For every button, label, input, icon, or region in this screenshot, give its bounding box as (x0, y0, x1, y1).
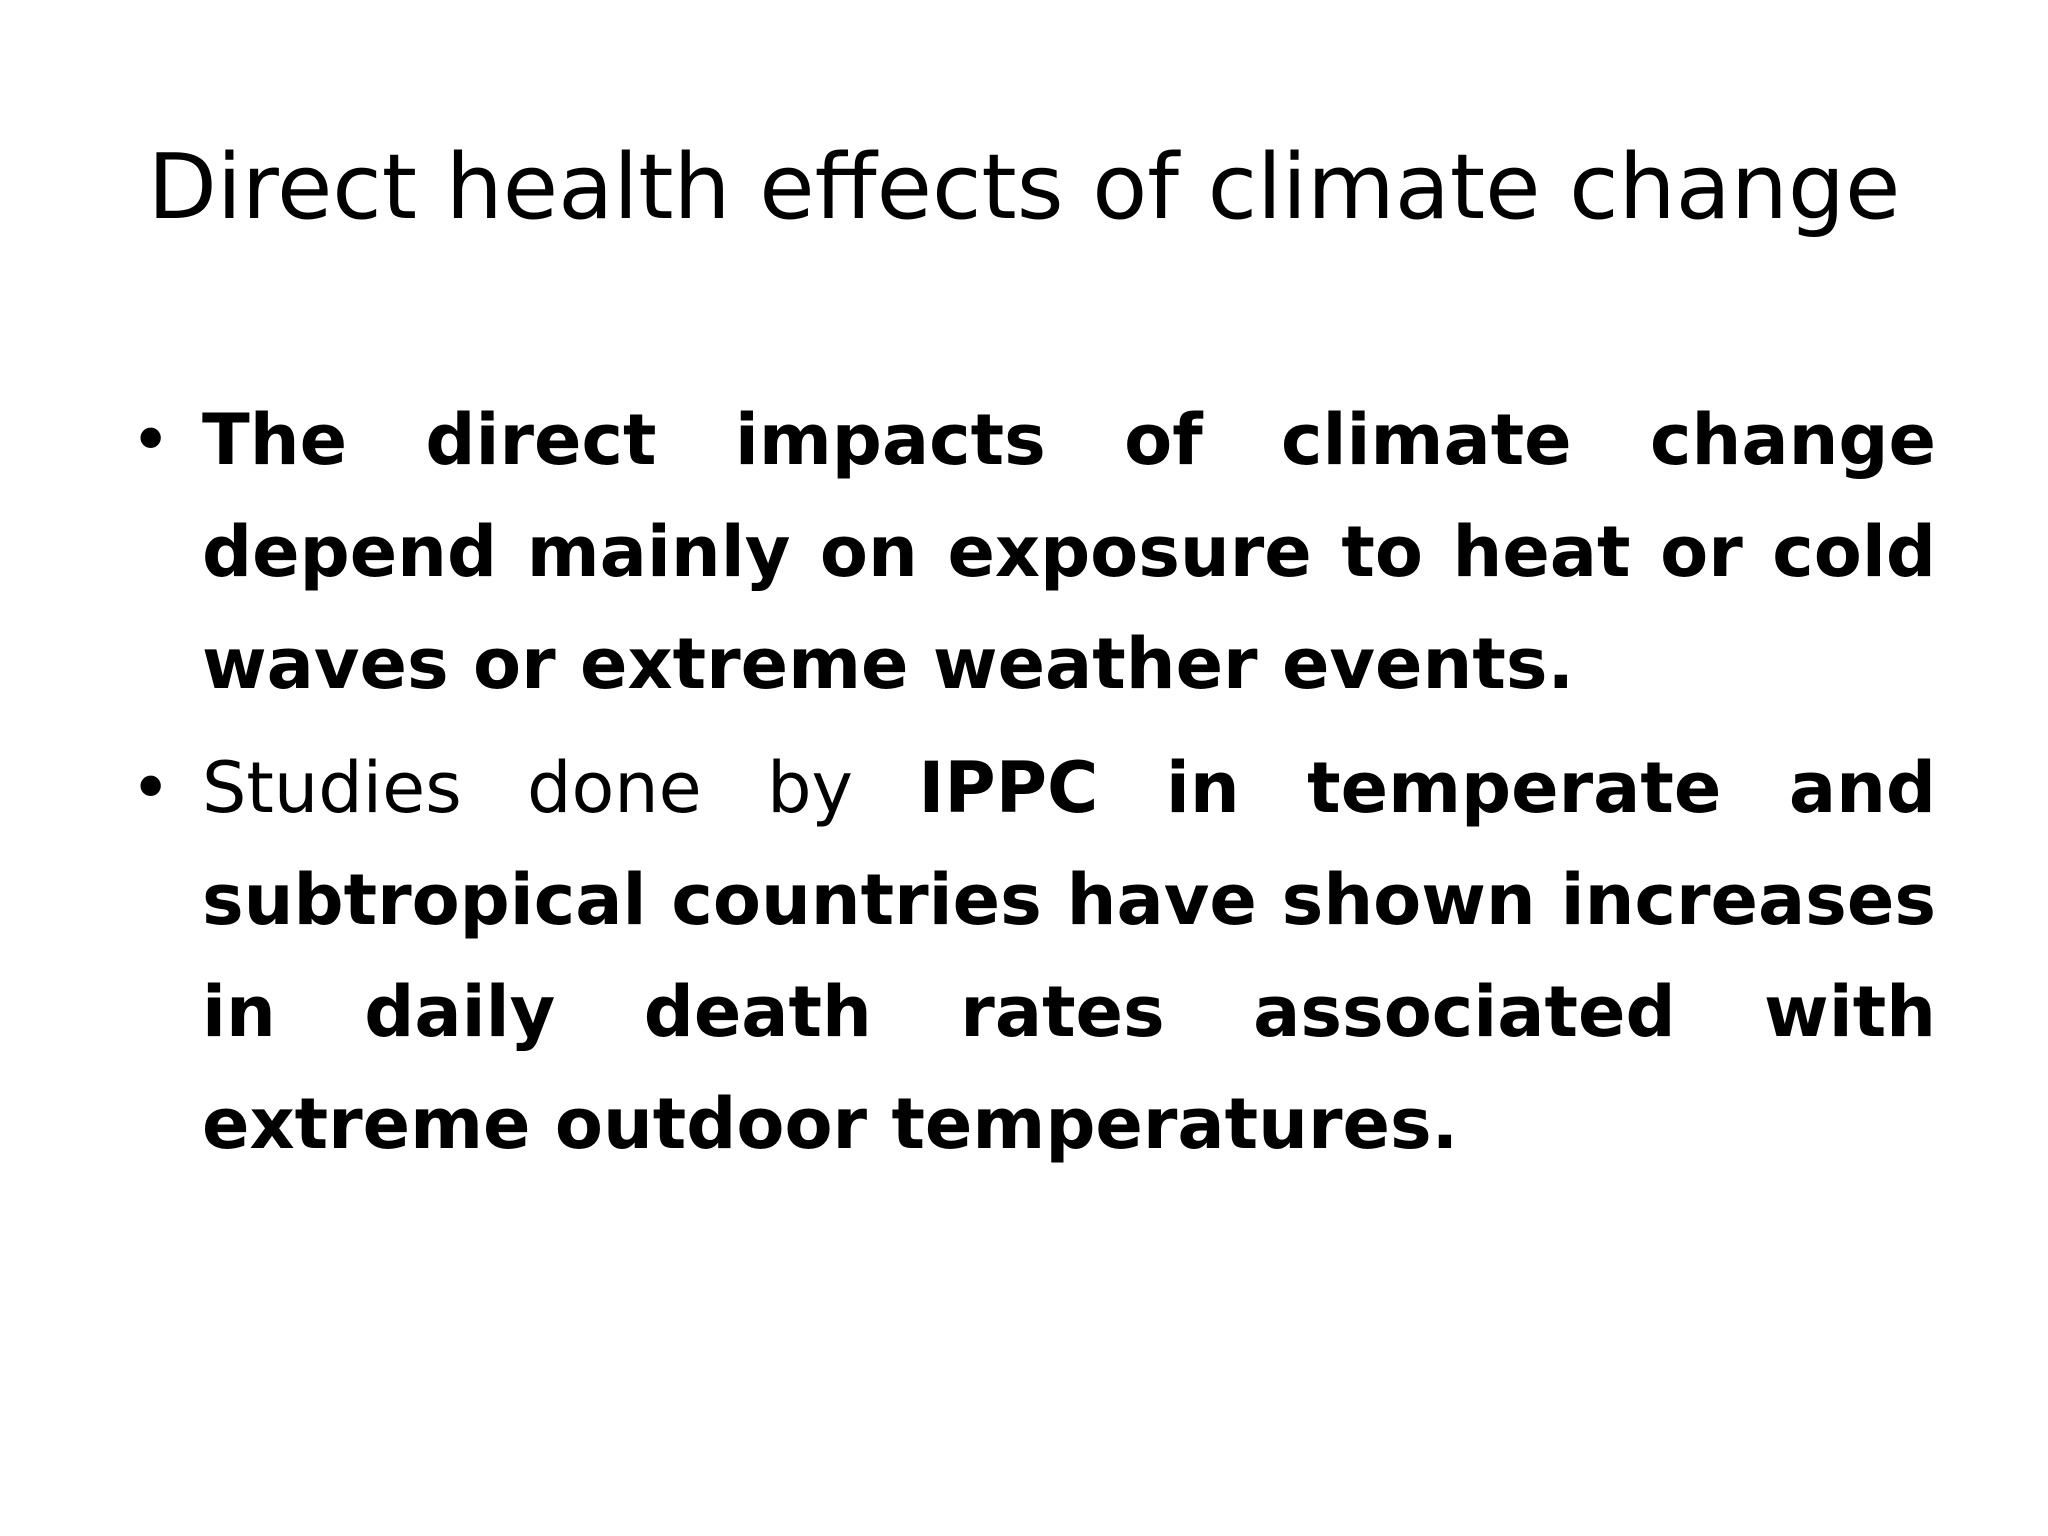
bullet-dot-icon: • (130, 399, 172, 481)
bullet-text-normal: Studies done by (202, 747, 919, 829)
slide-title: Direct health effects of climate change (147, 135, 1901, 240)
bullet-item-2: • Studies done by IPPC in temperate and … (130, 732, 1936, 1180)
bullet-dot-icon: • (130, 747, 172, 829)
bullet-item-1: • The direct impacts of climate change d… (130, 384, 1936, 720)
bullet-list: • The direct impacts of climate change d… (130, 384, 1936, 1192)
bullet-text: The direct impacts of climate change dep… (202, 399, 1936, 705)
bullet-text-bold: IPPC in temperate and subtropical countr… (202, 747, 1937, 1165)
